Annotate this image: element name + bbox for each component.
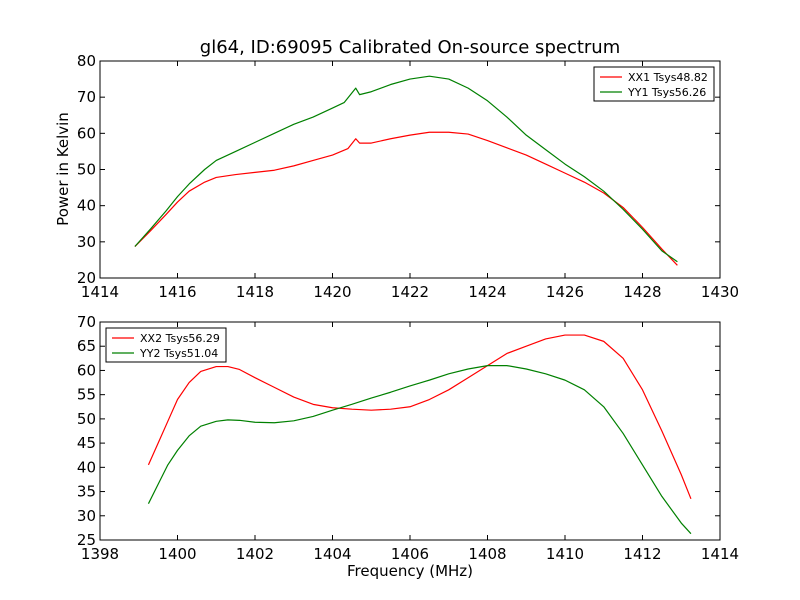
bottom-y-tick-label: 45 (77, 434, 96, 452)
top-legend-label-1: XX1 Tsys48.82 (628, 71, 708, 84)
top-x-tick-label: 1420 (313, 283, 351, 301)
bottom-y-tick-label: 65 (77, 337, 96, 355)
top-y-tick-label: 20 (77, 269, 96, 287)
bottom-y-tick-label: 50 (77, 410, 96, 428)
bottom-y-tick-label: 60 (77, 361, 96, 379)
top-x-tick-label: 1428 (623, 283, 661, 301)
top-y-tick-label: 70 (77, 88, 96, 106)
top-y-tick-label: 60 (77, 124, 96, 142)
top-x-tick-label: 1422 (391, 283, 429, 301)
bottom-panel: 1398 1400 1402 1404 1406 1408 1410 1412 1414 25 30… (77, 313, 739, 563)
top-y-tick-label: 30 (77, 233, 96, 251)
bottom-legend-label-1: XX2 Tsys56.29 (140, 332, 220, 345)
top-x-tick-label: 1424 (468, 283, 506, 301)
bottom-x-tick-label: 1400 (158, 545, 196, 563)
bottom-series-line-2 (147, 365, 692, 535)
top-y-tick-label: 40 (77, 197, 96, 215)
bottom-x-tick-label: 1404 (313, 545, 351, 563)
bottom-legend-box (105, 327, 227, 363)
top-x-tick-label: 1416 (158, 283, 196, 301)
bottom-x-tick-label: 1414 (701, 545, 739, 563)
top-legend-box (593, 66, 715, 102)
top-series-line-2 (134, 75, 678, 263)
top-y-tick-label: 50 (77, 161, 96, 179)
top-x-tick-label: 1430 (701, 283, 739, 301)
top-x-tick-label: 1426 (546, 283, 584, 301)
bottom-x-tick-label: 1412 (623, 545, 661, 563)
bottom-x-tick-label: 1406 (391, 545, 429, 563)
bottom-x-tick-label: 1410 (546, 545, 584, 563)
bottom-legend: XX2 Tsys56.29 YY2 Tsys51.04 (105, 327, 227, 363)
bottom-x-tick-label: 1398 (81, 545, 119, 563)
bottom-series-line-1 (147, 334, 692, 500)
top-legend-label-2: YY1 Tsys56.26 (627, 86, 706, 99)
bottom-x-tick-label: 1402 (236, 545, 274, 563)
top-x-tick-label: 1418 (236, 283, 274, 301)
bottom-y-tick-label: 35 (77, 483, 96, 501)
top-legend: XX1 Tsys48.82 YY1 Tsys56.26 (593, 66, 715, 102)
bottom-y-tick-label: 70 (77, 313, 96, 331)
top-x-tick-label: 1414 (81, 283, 119, 301)
bottom-y-tick-label: 55 (77, 386, 96, 404)
bottom-y-tick-label: 25 (77, 531, 96, 549)
x-axis-label: Frequency (MHz) (347, 562, 473, 580)
top-y-axis-label: Power in Kelvin (54, 112, 72, 226)
bottom-legend-label-2: YY2 Tsys51.04 (139, 347, 218, 360)
bottom-y-tick-label: 40 (77, 458, 96, 476)
top-series-line-1 (134, 131, 678, 266)
chart-title: gl64, ID:69095 Calibrated On-source spec… (200, 37, 620, 58)
bottom-x-tick-label: 1408 (468, 545, 506, 563)
bottom-y-tick-label: 30 (77, 507, 96, 525)
top-panel: 1414 1416 1418 1420 1422 1424 1426 1428 1430 20 30… (77, 52, 739, 301)
top-y-tick-label: 80 (77, 52, 96, 70)
